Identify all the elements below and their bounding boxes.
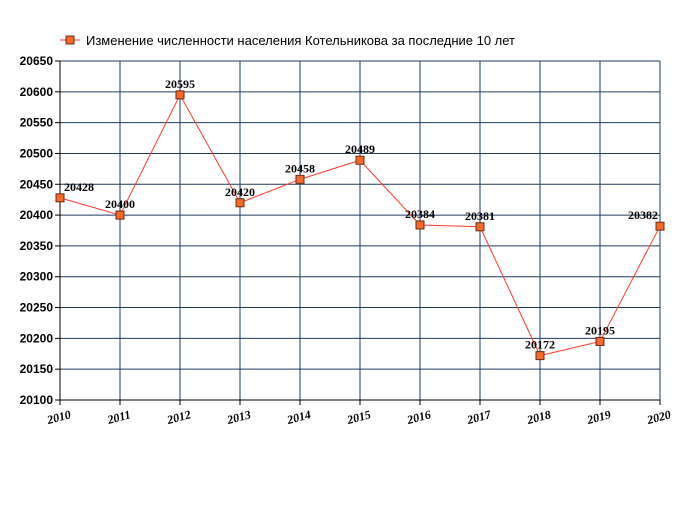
data-label: 20428 — [64, 180, 94, 194]
data-point-marker — [475, 222, 485, 232]
data-point-marker — [295, 174, 305, 184]
data-label: 20382 — [628, 208, 658, 222]
x-tick-label: 2012 — [165, 407, 193, 427]
x-tick-label: 2018 — [525, 407, 553, 427]
y-tick-label: 20250 — [20, 301, 54, 315]
x-tick-label: 2011 — [105, 407, 132, 427]
y-tick-label: 20100 — [20, 393, 54, 407]
data-label: 20400 — [105, 197, 135, 211]
y-tick-label: 20550 — [20, 116, 54, 130]
x-tick-label: 2019 — [585, 407, 613, 427]
data-point-marker — [235, 198, 245, 208]
y-tick-label: 20200 — [20, 331, 54, 345]
data-point-marker — [535, 351, 545, 361]
data-label: 20195 — [585, 323, 615, 337]
x-tick-label: 2017 — [465, 407, 494, 427]
y-tick-label: 20450 — [20, 177, 54, 191]
y-tick-label: 20650 — [20, 54, 54, 68]
x-tick-label: 2013 — [225, 407, 253, 427]
y-tick-label: 20600 — [20, 85, 54, 99]
y-tick-label: 20150 — [20, 362, 54, 376]
data-label: 20489 — [345, 142, 375, 156]
y-tick-label: 20350 — [20, 239, 54, 253]
y-axis-tick-labels: 20100 20150 20200 20250 20300 20350 20400 20450… — [20, 54, 54, 407]
series-markers-group — [55, 90, 665, 361]
legend: Изменение численности населения Котельни… — [60, 33, 515, 48]
x-tick-label: 2016 — [405, 407, 433, 427]
data-label: 20458 — [285, 161, 315, 175]
data-point-marker — [55, 193, 65, 203]
data-label: 20381 — [465, 209, 495, 223]
data-label: 20384 — [405, 207, 435, 221]
plot-axes — [55, 60, 661, 405]
data-label: 20420 — [225, 185, 255, 199]
legend-series-name: Изменение численности населения Котельни… — [86, 33, 515, 48]
data-labels-group: 20428 20400 20595 20420 20458 20489 20384 20381… — [64, 77, 658, 352]
data-point-marker — [115, 210, 125, 220]
legend-marker-swatch — [65, 35, 75, 45]
data-point-marker — [355, 155, 365, 165]
x-tick-label: 2010 — [45, 407, 73, 427]
data-label: 20595 — [165, 77, 195, 91]
y-tick-label: 20300 — [20, 270, 54, 284]
plot-grid — [59, 60, 661, 401]
data-point-marker — [415, 220, 425, 230]
data-label: 20172 — [525, 338, 555, 352]
x-tick-label: 2020 — [645, 407, 673, 427]
x-tick-label: 2014 — [285, 407, 313, 427]
data-point-marker — [655, 221, 665, 231]
data-point-marker — [175, 90, 185, 100]
data-point-marker — [595, 336, 605, 346]
y-tick-label: 20400 — [20, 208, 54, 222]
x-tick-label: 2015 — [345, 407, 373, 427]
x-axis-tick-labels: 2010 2011 2012 2013 2014 2015 2016 2017 2018 2019… — [45, 407, 673, 427]
y-tick-label: 20500 — [20, 146, 54, 160]
